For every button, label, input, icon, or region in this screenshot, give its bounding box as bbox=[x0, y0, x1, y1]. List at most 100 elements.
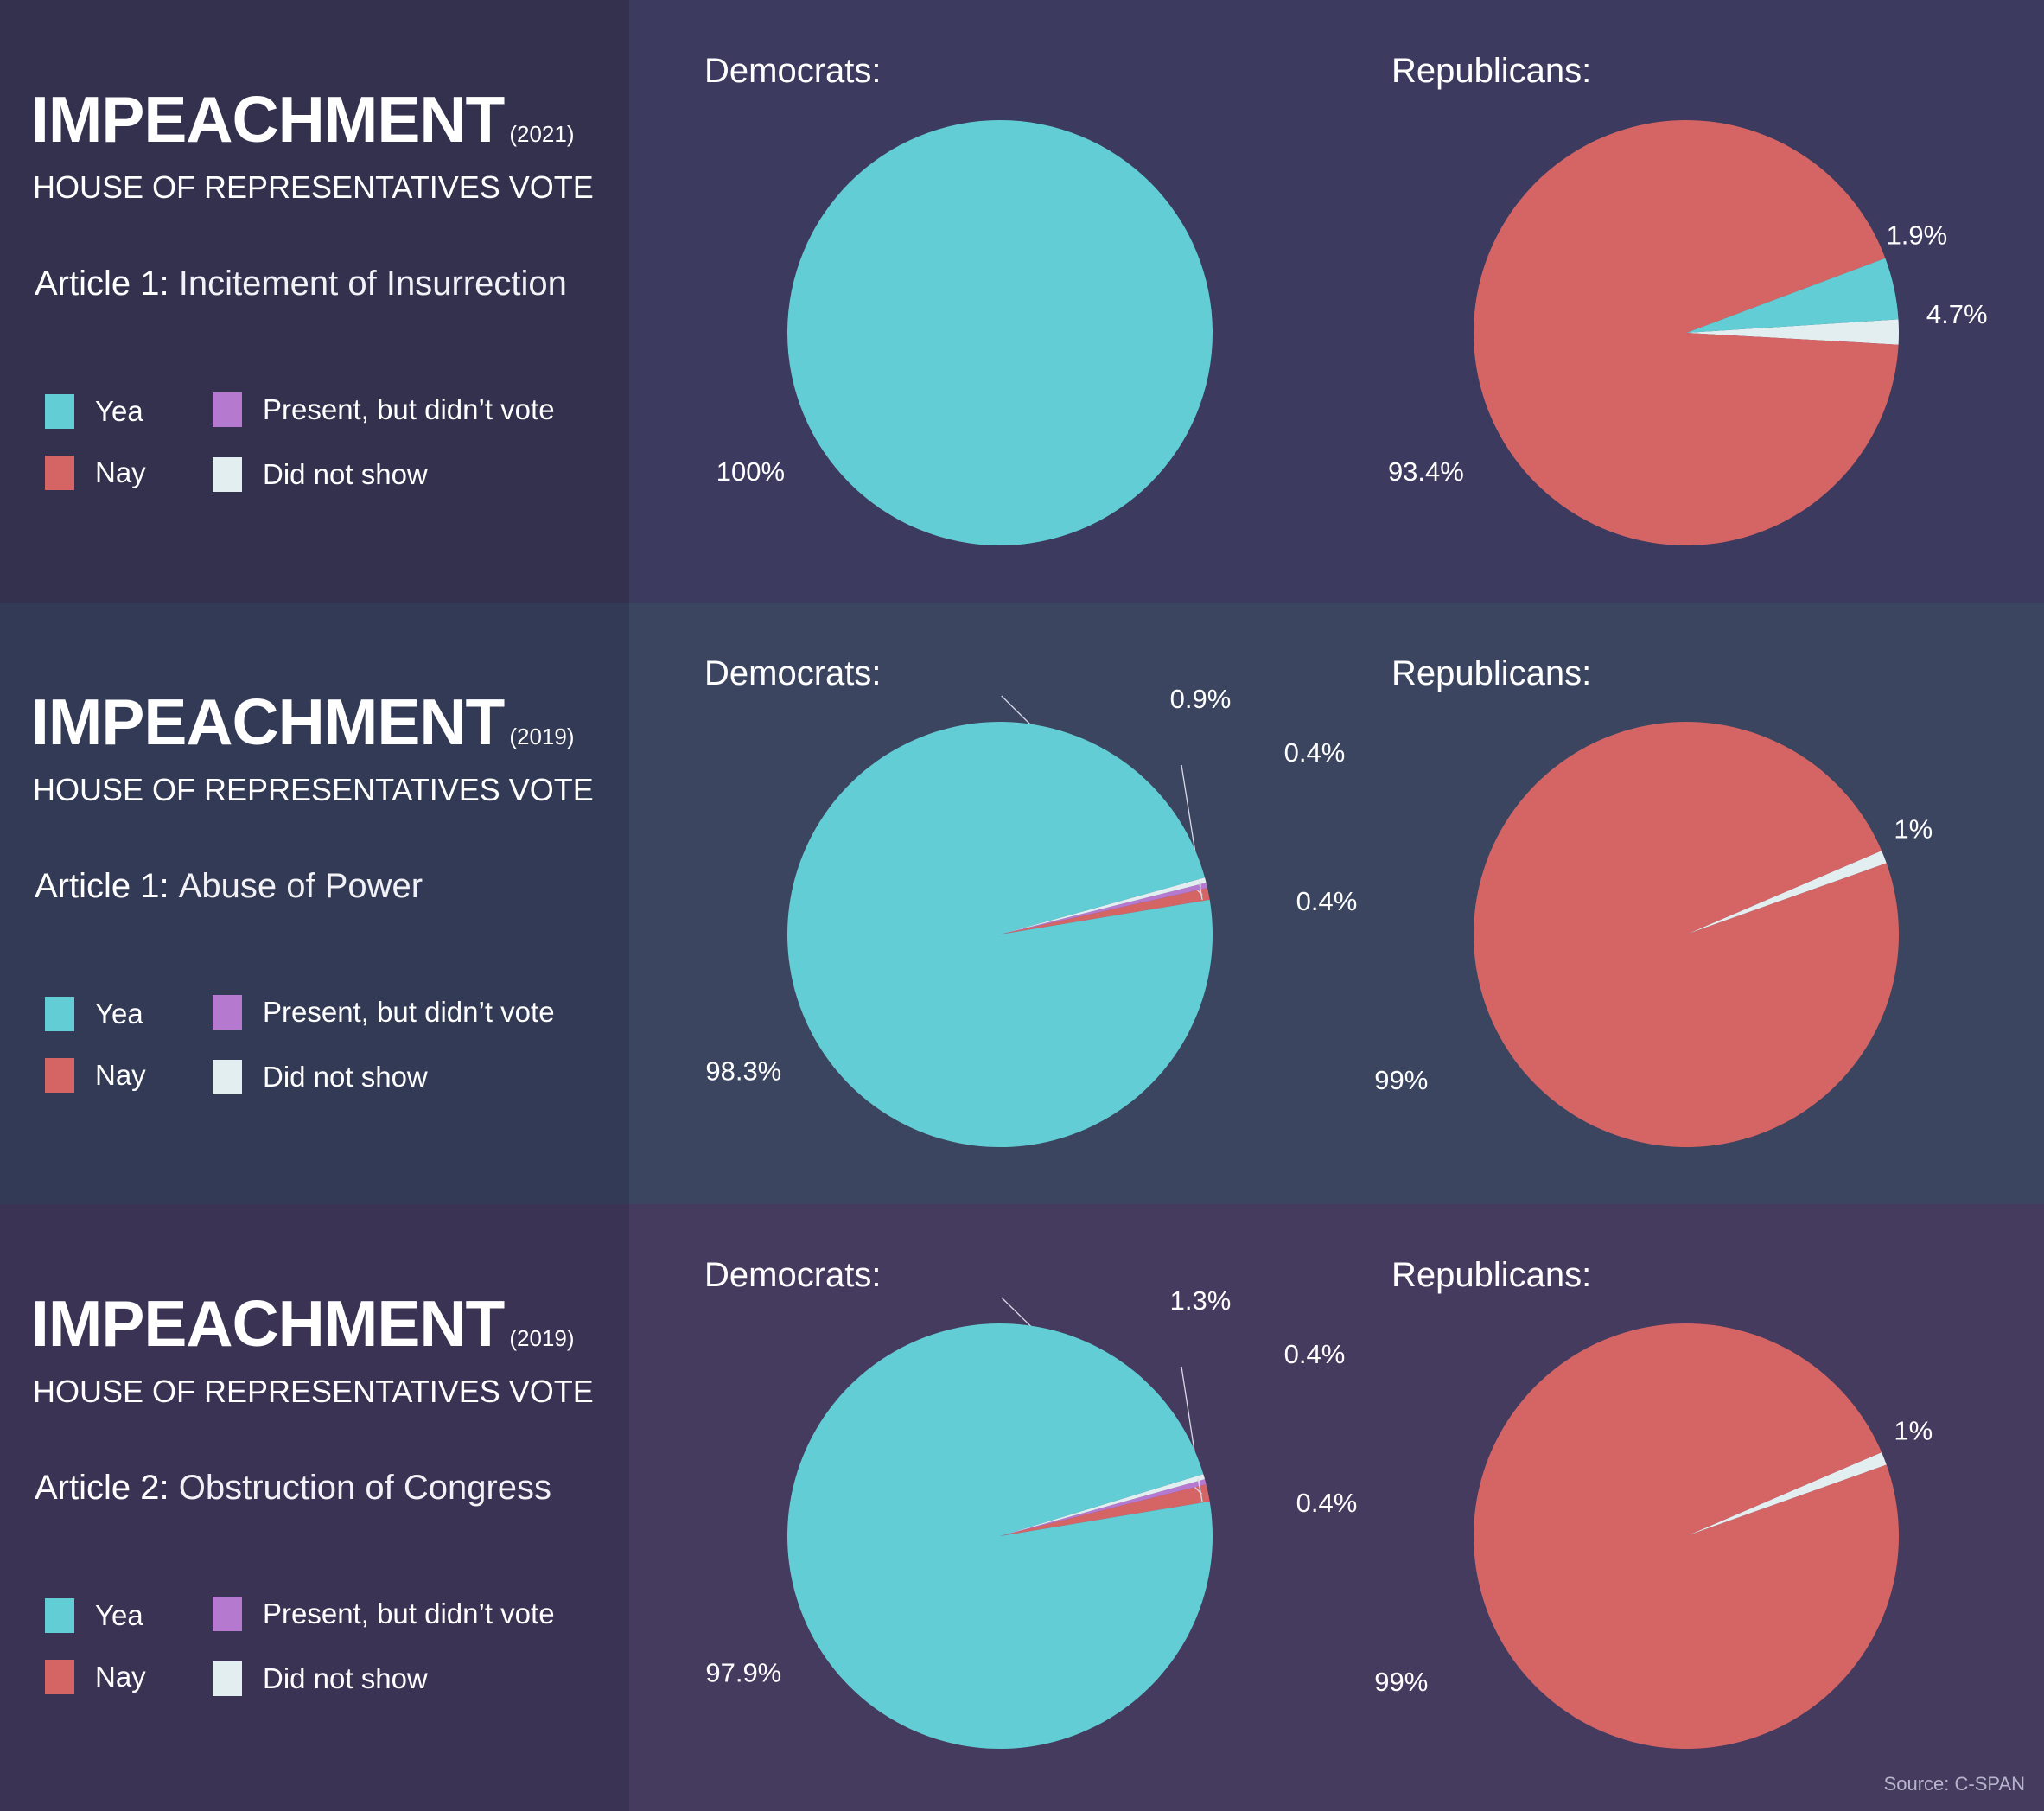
pie-slice-yea bbox=[787, 1323, 1213, 1750]
pie-label-nay: 99% bbox=[1374, 1065, 1428, 1095]
pie-slice-yea bbox=[1686, 258, 1899, 333]
pie-label-absent: 1.9% bbox=[1887, 220, 1948, 251]
charts-panel: Democrats: Republicans: 0.9% 0.4% 0.4% 98.3… bbox=[629, 603, 2044, 1204]
impeachment-title: IMPEACHMENT bbox=[31, 83, 505, 156]
chart-title-republicans: Republicans: bbox=[1391, 654, 1592, 692]
pie-label-nay: 99% bbox=[1374, 1667, 1428, 1697]
pie-slice-absent bbox=[1000, 1474, 1206, 1536]
legend-item-absent: Did not show bbox=[213, 1660, 428, 1698]
pie-label-absent: 0.4% bbox=[1296, 1488, 1358, 1518]
legend-swatch-yea bbox=[45, 394, 74, 429]
legend-item-present: Present, but didn’t vote bbox=[213, 993, 555, 1031]
pie-label-nay: 0.9% bbox=[1170, 684, 1232, 714]
subtitle: HOUSE OF REPRESENTATIVES VOTE bbox=[33, 1374, 594, 1409]
pie-slice-present bbox=[1000, 883, 1208, 934]
pie-slice-nay bbox=[1474, 722, 1900, 1148]
pie-chart-republicans: 1.9% 4.7% 93.4% bbox=[1388, 120, 1988, 546]
legend-item-yea: Yea bbox=[45, 392, 143, 430]
legend-item-nay: Nay bbox=[45, 1658, 146, 1696]
row-2019-article-2: IMPEACHMENT (2019) HOUSE OF REPRESENTATIV… bbox=[0, 1204, 2044, 1811]
chart-title-republicans: Republicans: bbox=[1391, 52, 1592, 90]
legend-label: Yea bbox=[95, 395, 143, 427]
pie-slice-nay bbox=[1474, 120, 1899, 546]
pie-label-yea: 98.3% bbox=[705, 1056, 781, 1087]
pie-chart-republicans: 1% 99% bbox=[1374, 722, 1933, 1148]
pie-slice-absent bbox=[1686, 319, 1899, 345]
pie-chart-democrats: 0.9% 0.4% 0.4% 98.3% bbox=[705, 684, 1358, 1148]
chart-title-republicans: Republicans: bbox=[1391, 1256, 1592, 1294]
pie-slice-nay bbox=[1000, 888, 1210, 934]
legend-item-yea: Yea bbox=[45, 995, 143, 1033]
legend-label: Yea bbox=[95, 998, 143, 1030]
article-name: Incitement of Insurrection bbox=[178, 265, 567, 303]
legend-label: Present, but didn’t vote bbox=[263, 1597, 555, 1629]
pie-chart-democrats: 100% bbox=[716, 120, 1213, 545]
legend-item-nay: Nay bbox=[45, 454, 146, 492]
leader-line bbox=[1199, 881, 1203, 901]
article-name: Obstruction of Congress bbox=[178, 1469, 552, 1507]
pie-slice-nay bbox=[1474, 1323, 1900, 1750]
legend-swatch-present bbox=[213, 995, 242, 1030]
pie-slice-absent bbox=[1686, 851, 1887, 934]
pie-label-absent: 1% bbox=[1894, 1415, 1933, 1445]
pie-slice-yea bbox=[787, 722, 1213, 1148]
impeachment-year: (2021) bbox=[509, 121, 575, 147]
article-label: Article 2: bbox=[35, 1469, 169, 1507]
info-panel: IMPEACHMENT (2019) HOUSE OF REPRESENTATIV… bbox=[0, 1204, 629, 1811]
pie-label-absent: 0.4% bbox=[1296, 886, 1358, 916]
pie-label-yea: 100% bbox=[716, 456, 785, 487]
legend-swatch-present bbox=[213, 392, 242, 427]
legend-label: Nay bbox=[95, 1059, 146, 1091]
legend-swatch-absent bbox=[213, 1060, 242, 1094]
source-credit: Source: C-SPAN bbox=[1883, 1773, 2025, 1795]
legend-label: Did not show bbox=[263, 458, 428, 490]
legend-label: Nay bbox=[95, 1661, 146, 1693]
legend-item-absent: Did not show bbox=[213, 1058, 428, 1096]
charts-panel: Democrats: Republicans: 1.3% 0.4% 0.4% 97.9… bbox=[629, 1204, 2044, 1811]
pie-label-yea: 97.9% bbox=[705, 1658, 781, 1688]
chart-title-democrats: Democrats: bbox=[704, 52, 882, 90]
title-line: IMPEACHMENT (2019) bbox=[31, 1286, 574, 1361]
legend-label: Did not show bbox=[263, 1662, 428, 1694]
charts-panel: Democrats: Republicans: 100% 1.9% 4.7% 93.… bbox=[629, 0, 2044, 603]
impeachment-year: (2019) bbox=[509, 724, 575, 749]
legend-label: Nay bbox=[95, 456, 146, 488]
pie-slice-nay bbox=[1000, 1484, 1210, 1536]
row-2019-article-1: IMPEACHMENT (2019) HOUSE OF REPRESENTATIV… bbox=[0, 603, 2044, 1204]
article-heading: Article 1: Incitement of Insurrection bbox=[35, 265, 567, 303]
pie-label-nay: 93.4% bbox=[1388, 456, 1464, 487]
article-label: Article 1: bbox=[35, 265, 169, 303]
pie-label-absent: 1% bbox=[1894, 813, 1933, 844]
leader-line bbox=[1197, 1478, 1203, 1502]
info-panel: IMPEACHMENT (2019) HOUSE OF REPRESENTATIV… bbox=[0, 603, 629, 1204]
legend-swatch-absent bbox=[213, 457, 242, 492]
legend-swatch-nay bbox=[45, 1058, 74, 1093]
article-name: Abuse of Power bbox=[178, 867, 423, 905]
legend-swatch-nay bbox=[45, 1660, 74, 1694]
article-label: Article 1: bbox=[35, 867, 169, 905]
legend-item-yea: Yea bbox=[45, 1597, 143, 1635]
legend-swatch-present bbox=[213, 1597, 242, 1631]
article-heading: Article 1: Abuse of Power bbox=[35, 867, 423, 906]
pie-chart-republicans: 1% 99% bbox=[1374, 1323, 1933, 1750]
legend-swatch-yea bbox=[45, 1598, 74, 1633]
pie-label-present: 0.4% bbox=[1284, 737, 1346, 768]
legend-item-present: Present, but didn’t vote bbox=[213, 1595, 555, 1633]
pie-label-present: 0.4% bbox=[1284, 1339, 1346, 1369]
legend-label: Yea bbox=[95, 1599, 143, 1631]
impeachment-title: IMPEACHMENT bbox=[31, 686, 505, 758]
legend-item-absent: Did not show bbox=[213, 456, 428, 494]
chart-title-democrats: Democrats: bbox=[704, 654, 882, 692]
impeachment-year: (2019) bbox=[509, 1325, 575, 1351]
legend-swatch-nay bbox=[45, 456, 74, 490]
pie-slice-absent bbox=[1000, 877, 1207, 934]
row-2021-article-1: IMPEACHMENT (2021) HOUSE OF REPRESENTATIV… bbox=[0, 0, 2044, 603]
legend-label: Did not show bbox=[263, 1061, 428, 1093]
legend-item-present: Present, but didn’t vote bbox=[213, 391, 555, 429]
subtitle: HOUSE OF REPRESENTATIVES VOTE bbox=[33, 772, 594, 807]
pie-slice-yea bbox=[787, 120, 1213, 545]
pie-label-yea: 4.7% bbox=[1926, 299, 1988, 329]
legend-item-nay: Nay bbox=[45, 1056, 146, 1094]
impeachment-title: IMPEACHMENT bbox=[31, 1287, 505, 1360]
title-line: IMPEACHMENT (2021) bbox=[31, 82, 574, 156]
